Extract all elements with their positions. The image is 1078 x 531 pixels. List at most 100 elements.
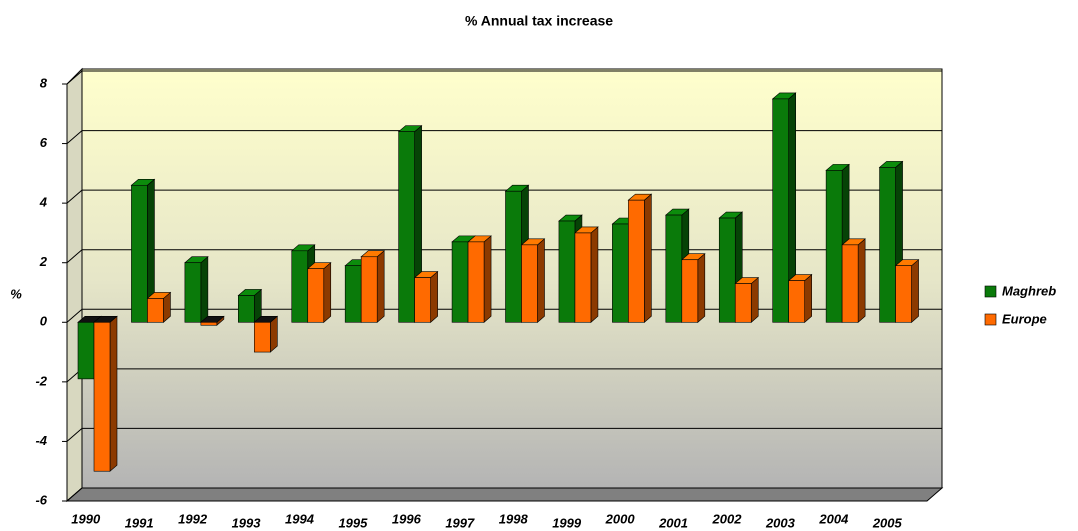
bar-side [430, 270, 438, 323]
bar-front [772, 98, 789, 323]
bar [894, 259, 920, 323]
y-tick-label: 0 [40, 314, 48, 329]
x-tick-label: 1997 [445, 515, 475, 530]
x-tick-label: 1998 [499, 511, 529, 526]
bar-front [841, 244, 859, 323]
x-tick-label: 2002 [712, 511, 743, 526]
bar [787, 273, 813, 323]
grid-line [66, 189, 942, 204]
y-tick-label: 4 [39, 195, 48, 210]
bar-side [323, 262, 332, 323]
bar [93, 315, 118, 472]
bar-front [665, 214, 683, 323]
x-tick-label: 1992 [178, 511, 208, 526]
legend-swatch [984, 285, 997, 298]
bar-side [537, 238, 545, 323]
bar-side [697, 253, 706, 323]
bar-front [895, 265, 912, 323]
floor [65, 487, 944, 502]
x-tick-label: 1996 [392, 511, 422, 526]
bar [771, 92, 797, 323]
bar-side [804, 273, 812, 323]
bar-front [131, 184, 148, 323]
bar-side [200, 256, 209, 323]
x-tick-label: 2003 [765, 515, 796, 530]
bar-side [109, 315, 118, 472]
chart-title: % Annual tax increase [465, 13, 613, 29]
bar-front [558, 220, 576, 323]
bar-side [590, 226, 599, 323]
bar-front [307, 268, 325, 323]
x-tick-label: 1991 [125, 515, 154, 530]
bar-front [360, 256, 378, 323]
bar-front [291, 250, 309, 323]
bar [184, 256, 209, 323]
bar-side [376, 250, 385, 323]
bar [681, 253, 706, 323]
bar-front [628, 199, 645, 323]
bar [360, 250, 385, 323]
y-axis-label: % [10, 286, 22, 301]
bar-front [825, 170, 843, 323]
x-tick-label: 2005 [872, 515, 903, 530]
grid-line [66, 427, 942, 442]
legend-swatch [984, 313, 997, 326]
bar-side [911, 259, 919, 323]
y-tick-label: 2 [39, 254, 48, 269]
x-tick-label: 1994 [285, 511, 315, 526]
legend-label: Maghreb [1002, 283, 1056, 298]
bar [130, 178, 156, 323]
bar [306, 262, 332, 323]
x-tick-label: 2004 [818, 511, 849, 526]
y-tick-label: -4 [35, 433, 47, 448]
bar-front [521, 244, 538, 323]
bar-front [254, 321, 271, 353]
bar [253, 315, 279, 353]
bar-front [414, 277, 431, 323]
y-tick-label: -6 [35, 492, 47, 507]
bar-front [612, 223, 629, 323]
grid-line [66, 130, 942, 144]
bar-front [398, 131, 415, 323]
side-wall [66, 67, 83, 503]
grid-line [66, 487, 942, 502]
bar-front [467, 241, 485, 323]
bar-front [574, 232, 592, 323]
bar-side [644, 193, 652, 323]
bar-front [451, 241, 469, 323]
bar [467, 235, 492, 323]
grid-line [66, 249, 942, 264]
bar [734, 276, 760, 323]
grid-line [66, 308, 942, 323]
bar [200, 315, 225, 326]
bar [627, 193, 653, 323]
y-tick-label: 6 [40, 135, 48, 150]
bar-side [483, 235, 492, 323]
bar-front [238, 295, 255, 323]
legend-label: Europe [1002, 311, 1047, 326]
x-tick-label: 1993 [232, 515, 262, 530]
bar [146, 291, 172, 323]
x-tick-label: 1995 [338, 515, 368, 530]
grid-line [66, 70, 942, 85]
bar-front [344, 265, 362, 323]
bar-front [879, 167, 896, 323]
bar-front [505, 190, 522, 323]
bar [841, 238, 866, 323]
bar-front [93, 321, 111, 472]
bar [574, 226, 599, 323]
y-tick-label: 8 [40, 75, 48, 90]
x-tick-label: 1999 [552, 515, 582, 530]
y-tick-label: -2 [35, 373, 47, 388]
bar [237, 288, 263, 323]
bar-front [734, 283, 752, 323]
x-tick-label: 2001 [658, 515, 688, 530]
bar-front [681, 259, 699, 323]
bar-front [788, 280, 805, 323]
bar-front [200, 321, 218, 326]
bar-front [147, 298, 164, 323]
bar-side [750, 276, 759, 323]
bar [413, 270, 439, 323]
bar-side [857, 238, 866, 323]
